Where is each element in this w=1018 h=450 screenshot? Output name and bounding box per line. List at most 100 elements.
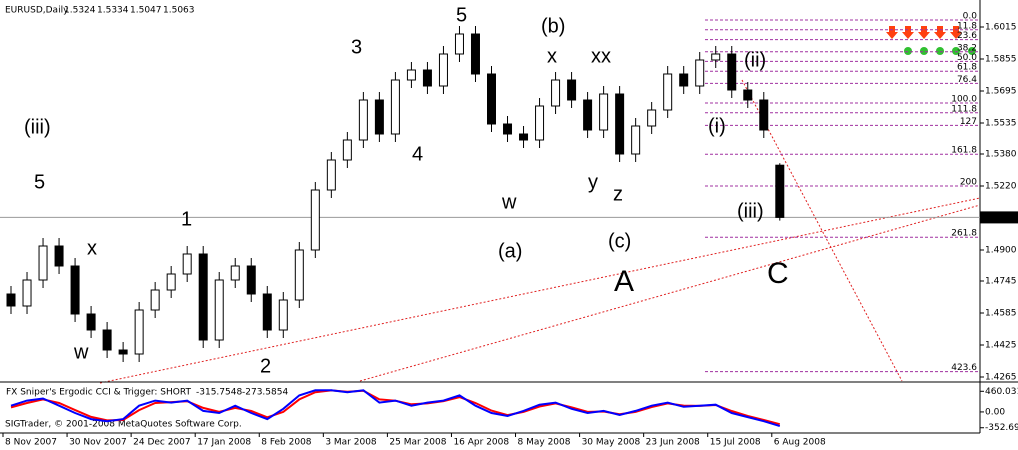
x-tick-label: 24 Dec 2007 (133, 438, 191, 448)
wave-label: 2 (260, 355, 271, 377)
candle-body (551, 79, 561, 107)
wave-label: C (767, 257, 789, 290)
y-tick-label: 1.5535 (985, 119, 1017, 129)
candle-body (22, 279, 32, 307)
last-open: 1.5324 (64, 6, 96, 16)
last-close: 1.5063 (163, 6, 195, 16)
wave-label: (iii) (737, 200, 764, 222)
current-price-box (980, 211, 1018, 224)
candle-body (38, 245, 48, 281)
candle-body (711, 53, 721, 61)
x-tick-label: 6 Aug 2008 (774, 438, 826, 448)
wave-label: w (501, 191, 517, 213)
indicator-value: -315.7548 (196, 388, 242, 398)
wave-label: A (614, 265, 634, 298)
candle-body (358, 99, 368, 141)
candle-body (599, 93, 609, 131)
indicator-line (10, 389, 781, 428)
wave-label: 1 (181, 208, 192, 230)
dot (952, 47, 960, 55)
signal-dots (904, 47, 976, 55)
candle-body (567, 79, 577, 101)
wave-label: xx (591, 45, 611, 67)
fib-label: 127 (960, 117, 977, 127)
trendline (99, 197, 981, 384)
wave-label: 4 (412, 143, 423, 165)
candle-body (390, 79, 400, 135)
fib-label: 200 (960, 178, 977, 188)
candle-body (535, 105, 545, 141)
wave-label: (a) (498, 240, 522, 262)
fib-label: 76.4 (957, 75, 977, 85)
indicator-title: FX Sniper's Ergodic CCI & Trigger: SHORT (6, 388, 191, 398)
candle-body (487, 73, 496, 125)
candle-body (647, 109, 657, 127)
x-tick-label: 16 Apr 2008 (453, 438, 509, 448)
last-high: 1.5334 (97, 6, 129, 16)
dot (936, 47, 944, 55)
candle-body (166, 273, 176, 291)
candle-body (310, 189, 320, 251)
fib-label: 261.8 (951, 229, 977, 239)
candle-body (86, 313, 96, 331)
wave-label: 5 (34, 171, 45, 193)
signal-arrows (886, 26, 962, 39)
candle-body (70, 265, 80, 315)
dot (904, 47, 912, 55)
candle-body (246, 265, 256, 295)
wave-label: x (547, 45, 557, 67)
y-tick-label: 1.4900 (985, 246, 1017, 256)
y-tick-label: 1.5695 (985, 87, 1017, 97)
x-tick-label: 30 Nov 2007 (69, 438, 127, 448)
candle-body (615, 93, 625, 155)
y-tick-label: 1.4265 (985, 373, 1017, 383)
y-tick-label: 1.5220 (985, 182, 1017, 192)
y-tick-label: 1.4745 (985, 277, 1017, 287)
wave-label: (i) (708, 115, 726, 137)
candle-body (326, 159, 336, 191)
fib-label: 50.0 (957, 53, 977, 63)
fib-label: 111.8 (951, 104, 977, 114)
x-tick-label: 3 Mar 2008 (325, 438, 377, 448)
candle-body (470, 33, 480, 75)
candle-body (406, 69, 416, 81)
candle-body (519, 133, 529, 141)
wave-label: (ii) (744, 49, 766, 71)
wave-label: 5 (456, 4, 467, 26)
candle-body (278, 299, 288, 331)
candle-body (775, 164, 785, 218)
y-tick-label: 1.5855 (985, 55, 1017, 65)
candle-body (6, 293, 16, 307)
wave-label: (c) (608, 230, 631, 252)
candle-body (150, 289, 160, 311)
candle-body (631, 125, 641, 155)
wave-label: y (588, 171, 598, 193)
fib-label: 0.0 (963, 12, 978, 22)
candle-body (695, 59, 705, 87)
candle-body (54, 245, 64, 267)
fib-label: 100.0 (951, 95, 977, 105)
y-tick-label: -352.697 (985, 423, 1018, 433)
candle-body (214, 279, 224, 341)
candle-body (663, 73, 673, 111)
wave-label: 3 (351, 36, 362, 58)
x-tick-label: 8 Feb 2008 (261, 438, 312, 448)
y-tick-label: 1.4585 (985, 309, 1017, 319)
x-tick-label: 23 Jun 2008 (646, 438, 700, 448)
wave-label: x (87, 237, 97, 259)
trendline (741, 79, 903, 382)
dot (920, 47, 928, 55)
candle-body (679, 73, 689, 87)
last-low: 1.5047 (130, 6, 162, 16)
x-tick-label: 25 Mar 2008 (389, 438, 446, 448)
current-price-label: 1.5063 (984, 213, 1016, 223)
x-tick-label: 8 May 2008 (518, 438, 571, 448)
fib-label: 11.8 (957, 21, 977, 31)
candle-body (102, 329, 112, 351)
y-tick-label: 1.4425 (985, 341, 1017, 351)
y-tick-label: 1.5380 (985, 150, 1017, 160)
candle-body (230, 265, 240, 281)
candle-body (374, 99, 384, 135)
